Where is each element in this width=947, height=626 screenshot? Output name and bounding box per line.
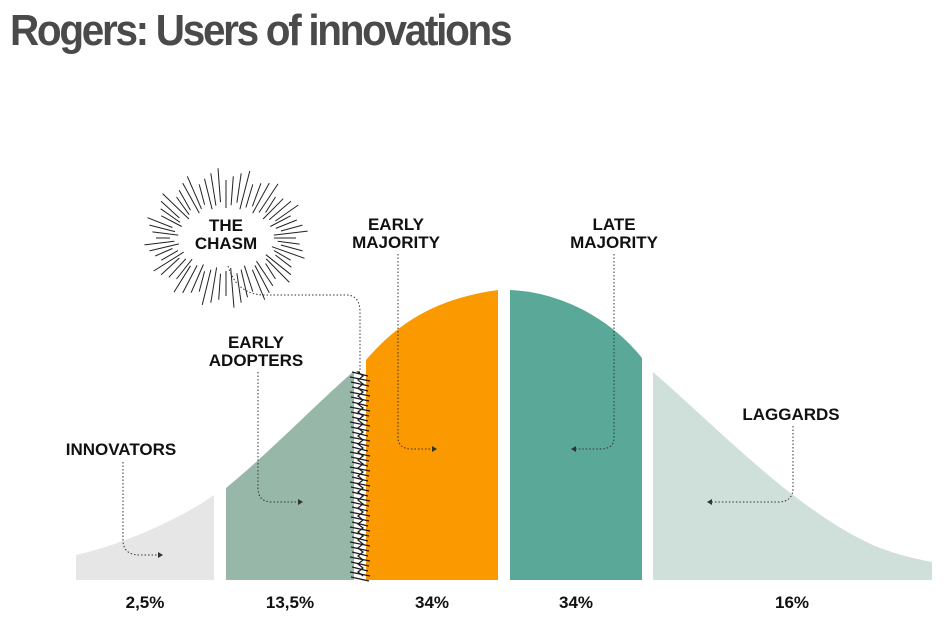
early-majority-label-line-2: MAJORITY [352,233,441,252]
starburst-ray [182,182,200,214]
chasm-scribble [349,371,371,582]
starburst-ray [265,258,290,283]
starburst-ray [275,219,297,229]
starburst-ray [230,267,235,308]
starburst-ray [144,240,175,246]
early-adopters-segment [226,371,354,580]
leader-lines [122,254,794,556]
starburst-ray [256,260,274,287]
starburst-ray [265,263,276,280]
starburst-ray [236,173,242,203]
starburst-ray [251,269,266,300]
early-adopters-percentage: 13,5% [266,593,314,612]
early-adopters-label-line-2: ADOPTERS [209,351,303,370]
starburst-ray [198,184,206,205]
chasm-label-line-2: CHASM [195,234,257,253]
starburst-ray [201,269,212,306]
starburst-ray [176,258,193,280]
starburst-ray [161,215,182,227]
starburst-ray [210,173,217,206]
starburst-ray [160,200,180,219]
early-majority-percentage: 34% [415,593,449,612]
starburst-ray [161,250,179,261]
early-majority-label-line-1: EARLY [368,215,425,234]
starburst-ray [149,224,176,233]
starburst-ray [271,246,305,259]
starburst-ray [243,265,254,292]
starburst-ray [280,224,303,232]
page-title: Rogers: Users of innovations [10,6,512,55]
starburst-ray [217,168,221,203]
starburst-ray [277,240,300,245]
starburst-ray [153,251,184,272]
starburst-ray [251,183,262,207]
laggards-percentage: 16% [775,593,809,612]
starburst-ray [275,204,299,222]
starburst-ray [273,250,291,261]
starburst-ray [239,170,251,210]
starburst-ray [236,273,242,303]
leader-arrowheads [158,446,712,558]
early-majority-segment [366,290,498,580]
late-majority-percentage: 34% [559,593,593,612]
starburst-ray [186,176,202,210]
late-majority-label-line-1: LATE [592,215,635,234]
early-adopters-leader-arrow [257,372,298,503]
starburst-ray [160,257,180,276]
early-majority-leader-arrow [397,254,432,450]
starburst-ray [280,244,303,252]
late-majority-leader-arrow [576,254,615,450]
starburst-ray [254,265,270,294]
starburst-ray [162,193,190,220]
starburst-ray [204,178,213,210]
starburst-ray [265,254,292,276]
starburst-ray [273,230,308,236]
starburst-ray [252,182,270,214]
starburst-ray [262,198,284,220]
starburst-ray [160,208,181,223]
starburst-ray [155,248,173,257]
starburst-ray [265,196,276,213]
chasm-starburst-icon [144,168,308,308]
innovators-segment [76,495,214,580]
starburst-ray [245,184,254,208]
starburst-ray [218,273,221,300]
starburst-ray [173,265,191,293]
laggards-label: LAGGARDS [742,405,839,424]
early-adopters-label-line-1: EARLY [228,333,285,352]
innovators-percentage: 2,5% [126,593,165,612]
starburst-ray [178,189,191,211]
starburst-ray [230,176,234,206]
innovators-leader-arrow [122,462,158,556]
starburst-ray [176,196,190,215]
starburst-ray [240,269,248,298]
late-majority-label-line-2: MAJORITY [570,233,659,252]
starburst-ray [168,258,187,278]
starburst-ray [198,271,206,292]
chasm-leader-line [227,265,361,370]
starburst-ray [210,267,218,303]
laggards-leader-arrow [712,426,794,503]
chasm-label-line-1: THE [209,216,243,235]
starburst-ray [258,183,279,213]
starburst-ray [275,254,292,268]
starburst-ray [270,215,291,227]
starburst-ray [152,231,179,236]
starburst-ray [147,217,173,228]
late-majority-segment [510,290,642,580]
innovators-label: INNOVATORS [66,440,177,459]
starburst-ray [182,265,198,294]
starburst-ray [149,243,180,252]
starburst-ray [190,264,204,293]
starburst-ray [268,200,292,221]
laggards-segment [653,372,932,580]
